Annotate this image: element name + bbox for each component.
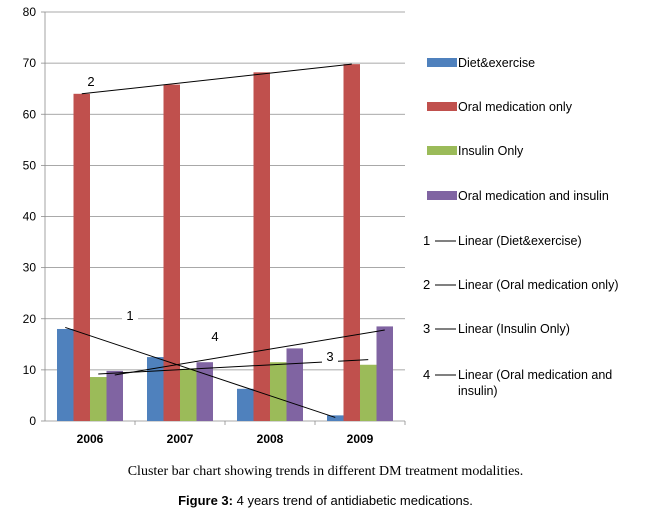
legend: Diet&exercise Oral medication only Insulin…	[423, 56, 619, 398]
trendline-label-bg-2	[83, 75, 99, 89]
bar-0-2009	[327, 415, 344, 421]
legend-trend-label-3: Linear (Insulin Only)	[458, 322, 570, 336]
chart-description: Cluster bar chart showing trends in diff…	[127, 464, 524, 479]
bar-2-2008	[270, 362, 287, 421]
xtick-label-2006: 2006	[77, 432, 104, 446]
trendline-1	[65, 326, 336, 418]
bar-2-2006	[90, 377, 107, 421]
figure-label: Figure 3:	[178, 493, 233, 508]
legend-trend-number-1: 1	[423, 233, 430, 248]
trendline-label-4: 4	[211, 329, 218, 344]
figure-caption: Figure 3: 4 years trend of antidiabetic …	[0, 493, 651, 508]
xtick-label-2007: 2007	[167, 432, 194, 446]
trendline-label-bg-4	[207, 330, 223, 344]
legend-trend-label-1: Linear (Diet&exercise)	[458, 234, 582, 248]
ytick-label-10: 10	[23, 363, 37, 377]
legend-trend-label-2: Linear (Oral medication only)	[458, 278, 619, 292]
bar-1-2009	[343, 64, 360, 422]
legend-swatch-2	[427, 146, 457, 155]
bar-0-2007	[147, 357, 164, 421]
legend-swatch-0	[427, 58, 457, 67]
legend-trend-number-4: 4	[423, 367, 430, 382]
ytick-label-30: 30	[23, 261, 37, 275]
bar-chart: 1 2 3 4 0 10 20 30 40 50 60 70 80 2006 2007 2008 2009 D…	[23, 5, 619, 446]
gridlines	[45, 11, 405, 371]
ytick-label-70: 70	[23, 56, 37, 70]
trendline-label-1: 1	[126, 308, 133, 323]
legend-label-2: Insulin Only	[458, 144, 524, 158]
ytick-label-50: 50	[23, 158, 37, 172]
ytick-label-0: 0	[29, 414, 36, 428]
legend-label-1: Oral medication only	[458, 100, 573, 114]
figure-text: 4 years trend of antidiabetic medication…	[232, 493, 473, 508]
trendline-2	[81, 63, 352, 95]
tick-labels: 0 10 20 30 40 50 60 70 80 2006 2007 2008 2009	[23, 5, 374, 446]
legend-label-3: Oral medication and insulin	[458, 189, 609, 203]
bar-0-2006	[57, 328, 74, 421]
trendline-label-bg-1	[122, 309, 138, 323]
xtick-label-2009: 2009	[347, 432, 374, 446]
bar-1-2007	[163, 84, 180, 421]
ytick-label-40: 40	[23, 210, 37, 224]
legend-swatch-1	[427, 102, 457, 111]
legend-trend-label-4: Linear (Oral medication and insulin)	[458, 368, 612, 398]
bar-3-2009	[376, 326, 393, 421]
trendlines: 1 2 3 4	[65, 63, 385, 418]
bar-2-2007	[180, 368, 197, 421]
bar-3-2008	[286, 348, 303, 421]
bar-2-2009	[360, 364, 377, 421]
bar-3-2007	[196, 362, 213, 421]
bar-1-2006	[73, 93, 90, 422]
legend-trend-number-3: 3	[423, 321, 430, 336]
bars	[57, 64, 393, 422]
legend-swatch-3	[427, 191, 457, 200]
trendline-label-2: 2	[87, 74, 94, 89]
legend-label-0: Diet&exercise	[458, 56, 535, 70]
bar-3-2006	[106, 370, 123, 421]
trendline-label-bg-3	[322, 350, 338, 364]
ytick-label-60: 60	[23, 107, 37, 121]
xtick-label-2008: 2008	[257, 432, 284, 446]
legend-trend-number-2: 2	[423, 277, 430, 292]
ytick-label-20: 20	[23, 312, 37, 326]
bar-1-2008	[253, 72, 270, 421]
trendline-label-3: 3	[326, 349, 333, 364]
trendline-4	[114, 329, 385, 376]
ytick-label-80: 80	[23, 5, 37, 19]
bar-0-2008	[237, 388, 254, 421]
